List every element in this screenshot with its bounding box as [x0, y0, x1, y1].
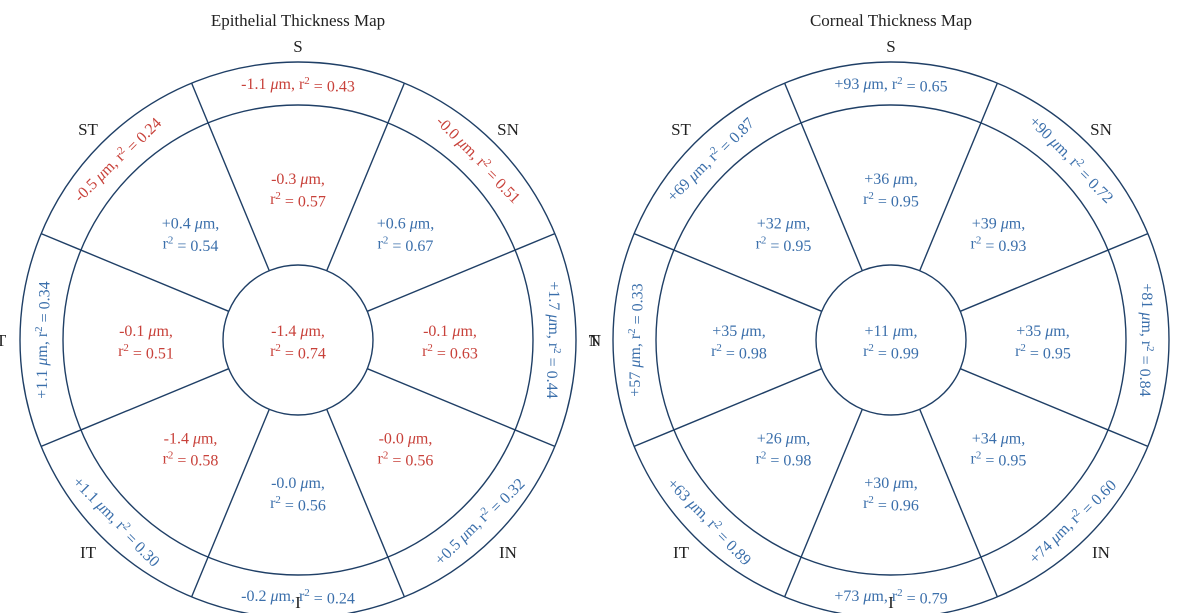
inner-value-st: +0.4 μm, r2 = 0.54 — [162, 216, 220, 255]
direction-label-t: T — [589, 331, 600, 350]
map-title: Corneal Thickness Map — [810, 11, 972, 30]
outer-sector-divider — [980, 82, 999, 124]
outer-sector-divider — [1107, 232, 1149, 251]
outer-value-n: +81 μm, r2 = 0.84 — [1136, 283, 1156, 396]
inner-sector-divider — [800, 409, 863, 558]
outer-sector-divider — [783, 556, 802, 598]
direction-label-it: IT — [673, 543, 690, 562]
inner-sector-divider — [326, 409, 389, 558]
outer-sector-divider — [40, 232, 82, 251]
direction-label-sn: SN — [497, 120, 519, 139]
outer-sector-divider — [514, 232, 556, 251]
inner-sector-divider — [326, 122, 389, 271]
direction-label-s: S — [293, 37, 302, 56]
direction-label-sn: SN — [1090, 120, 1112, 139]
outer-value-t: +57 μm, r2 = 0.33 — [626, 283, 646, 396]
direction-label-it: IT — [80, 543, 97, 562]
map-title: Epithelial Thickness Map — [211, 11, 385, 30]
inner-sector-divider — [919, 409, 982, 558]
inner-value-i: -0.0 μm, r2 = 0.56 — [270, 475, 326, 514]
outer-value-n: +1.7 μm, r2 = 0.44 — [543, 281, 563, 398]
inner-value-t: -0.1 μm, r2 = 0.51 — [118, 323, 174, 362]
outer-ring-circle — [612, 61, 1170, 613]
center-circle — [222, 264, 374, 416]
direction-label-st: ST — [78, 120, 98, 139]
inner-sector-divider — [919, 122, 982, 271]
inner-value-s: +36 μm, r2 = 0.95 — [863, 171, 919, 210]
center-value: +11 μm, r2 = 0.99 — [863, 323, 919, 362]
thickness-map-1: Epithelial Thickness Map S SN N IN I IT T ST -1.4… — [0, 11, 601, 613]
outer-ring-circle — [19, 61, 577, 613]
inner-sector-divider — [80, 368, 229, 431]
thickness-map-2: Corneal Thickness Map S SN N IN I IT T ST +11 μm,… — [589, 11, 1170, 613]
outer-sector-divider — [190, 556, 209, 598]
inner-value-n: -0.1 μm, r2 = 0.63 — [422, 323, 478, 362]
direction-label-s: S — [886, 37, 895, 56]
outer-value-t: +1.1 μm, r2 = 0.34 — [33, 281, 53, 398]
outer-value-i: +73 μm, r2 = 0.79 — [834, 587, 947, 607]
inner-value-sn: +39 μm, r2 = 0.93 — [971, 216, 1027, 255]
inner-value-s: -0.3 μm, r2 = 0.57 — [270, 171, 326, 210]
inner-sector-divider — [960, 249, 1109, 312]
inner-sector-divider — [960, 368, 1109, 431]
outer-sector-divider — [40, 429, 82, 448]
inner-sector-divider — [673, 368, 822, 431]
direction-label-st: ST — [671, 120, 691, 139]
direction-label-in: IN — [1092, 543, 1110, 562]
inner-ring-circle — [655, 104, 1127, 576]
inner-value-it: -1.4 μm, r2 = 0.58 — [163, 430, 219, 469]
inner-value-t: +35 μm, r2 = 0.98 — [711, 323, 767, 362]
inner-sector-divider — [80, 249, 229, 312]
inner-sector-divider — [207, 409, 270, 558]
inner-ring-circle — [62, 104, 534, 576]
direction-label-i: I — [888, 593, 894, 612]
direction-label-t: T — [0, 331, 7, 350]
outer-sector-divider — [387, 82, 406, 124]
outer-value-s: -1.1 μm, r2 = 0.43 — [241, 75, 355, 95]
center-circle — [815, 264, 967, 416]
outer-sector-divider — [783, 82, 802, 124]
outer-value-s: +93 μm, r2 = 0.65 — [834, 75, 947, 95]
outer-sector-divider — [514, 429, 556, 448]
inner-sector-divider — [367, 368, 516, 431]
center-value: -1.4 μm, r2 = 0.74 — [270, 323, 326, 362]
outer-sector-divider — [633, 232, 675, 251]
outer-sector-divider — [980, 556, 999, 598]
outer-sector-divider — [1107, 429, 1149, 448]
direction-label-n: N — [589, 331, 601, 350]
inner-value-n: +35 μm, r2 = 0.95 — [1015, 323, 1071, 362]
direction-label-i: I — [295, 593, 301, 612]
inner-value-i: +30 μm, r2 = 0.96 — [863, 475, 919, 514]
inner-value-in: +34 μm, r2 = 0.95 — [971, 430, 1027, 469]
inner-sector-divider — [673, 249, 822, 312]
inner-value-sn: +0.6 μm, r2 = 0.67 — [377, 216, 435, 255]
outer-sector-divider — [190, 82, 209, 124]
inner-value-in: -0.0 μm, r2 = 0.56 — [378, 430, 434, 469]
inner-sector-divider — [207, 122, 270, 271]
inner-value-st: +32 μm, r2 = 0.95 — [756, 216, 812, 255]
outer-sector-divider — [387, 556, 406, 598]
inner-value-it: +26 μm, r2 = 0.98 — [756, 430, 812, 469]
inner-sector-divider — [367, 249, 516, 312]
inner-sector-divider — [800, 122, 863, 271]
outer-value-i: -0.2 μm, r2 = 0.24 — [241, 587, 355, 607]
outer-sector-divider — [633, 429, 675, 448]
direction-label-in: IN — [499, 543, 517, 562]
